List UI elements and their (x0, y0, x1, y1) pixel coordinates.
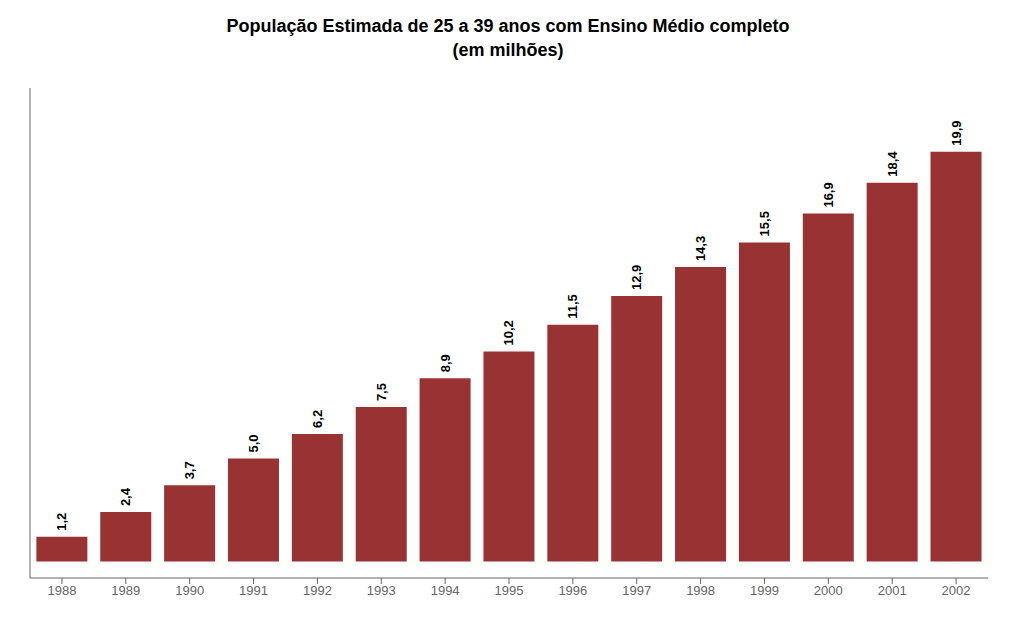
svg-text:1995: 1995 (495, 583, 524, 598)
svg-text:1993: 1993 (367, 583, 396, 598)
svg-text:1,2: 1,2 (54, 513, 69, 531)
svg-text:5,0: 5,0 (246, 435, 261, 453)
svg-text:14,3: 14,3 (693, 236, 708, 261)
svg-text:16,9: 16,9 (821, 182, 836, 207)
svg-text:1990: 1990 (175, 583, 204, 598)
svg-text:1998: 1998 (686, 583, 715, 598)
svg-text:10,2: 10,2 (501, 320, 516, 345)
svg-text:7,5: 7,5 (374, 383, 389, 401)
svg-text:2002: 2002 (942, 583, 971, 598)
svg-text:2,4: 2,4 (118, 487, 133, 506)
svg-text:12,9: 12,9 (629, 265, 644, 290)
svg-text:1991: 1991 (239, 583, 268, 598)
svg-text:6,2: 6,2 (310, 410, 325, 428)
svg-text:1988: 1988 (47, 583, 76, 598)
svg-text:1989: 1989 (111, 583, 140, 598)
svg-text:1999: 1999 (750, 583, 779, 598)
svg-text:3,7: 3,7 (182, 461, 197, 479)
svg-text:19,9: 19,9 (949, 121, 964, 146)
svg-text:18,4: 18,4 (885, 151, 900, 177)
svg-text:2000: 2000 (814, 583, 843, 598)
svg-text:1996: 1996 (558, 583, 587, 598)
html-text:(em milhões): (em milhões) (452, 40, 564, 60)
svg-text:1997: 1997 (622, 583, 651, 598)
html-text:População Estimada de 25 a 39: População Estimada de 25 a 39 anos com E… (226, 16, 790, 36)
svg-text:2001: 2001 (878, 583, 907, 598)
svg-text:1994: 1994 (431, 583, 460, 598)
svg-text:1992: 1992 (303, 583, 332, 598)
svg-text:11,5: 11,5 (565, 294, 580, 319)
svg-text:15,5: 15,5 (757, 211, 772, 236)
svg-text:8,9: 8,9 (438, 354, 453, 372)
